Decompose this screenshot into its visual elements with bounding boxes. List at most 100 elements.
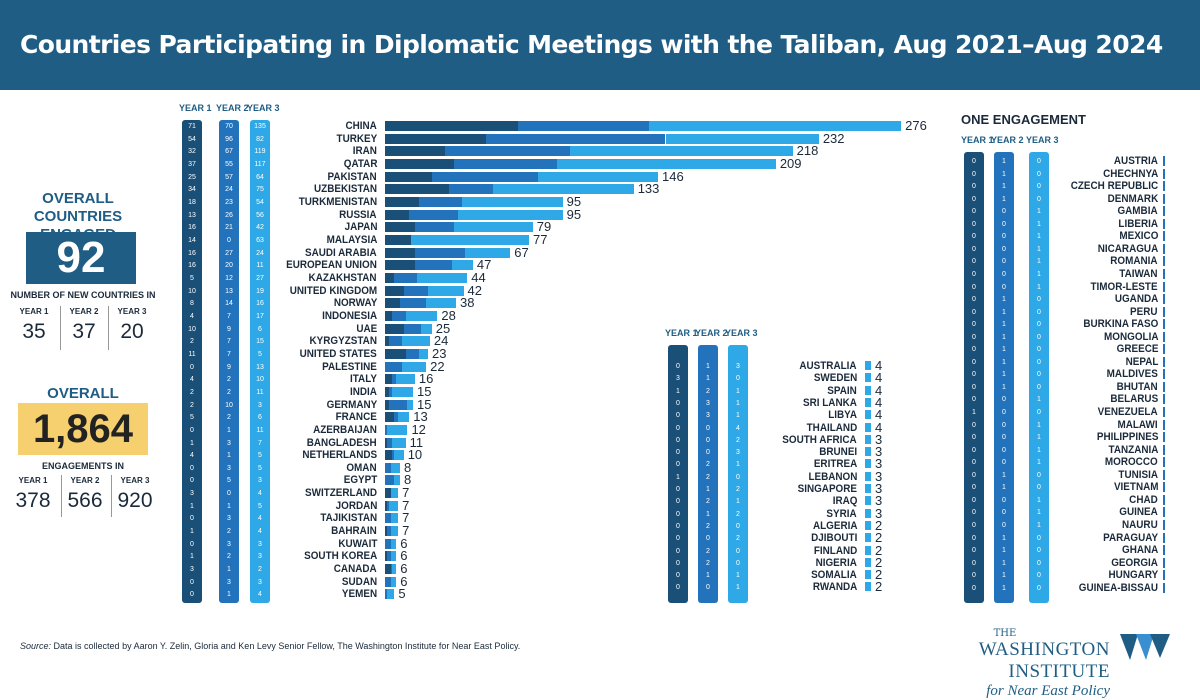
total-value: 3	[875, 431, 883, 447]
year1-value: 0	[972, 258, 976, 266]
country-label: GAMBIA	[1117, 205, 1158, 218]
bar-segment-year2	[399, 298, 427, 309]
year3-value: 2	[736, 486, 740, 493]
bar-segment-year1	[385, 222, 415, 233]
year1-value: 3	[190, 566, 194, 574]
year2-column-header: YEAR 2	[216, 103, 249, 113]
year2-value: 3	[706, 399, 710, 407]
country-label: SINGAPORE	[797, 483, 857, 495]
year2-value: 2	[706, 387, 710, 395]
bar-segment-year2	[390, 564, 393, 575]
year2-value: 1	[1002, 383, 1006, 391]
year1-value: 0	[972, 183, 976, 191]
bar-segment-year1	[385, 526, 387, 537]
year3-value: 3	[258, 578, 262, 586]
year2-value: 0	[1002, 446, 1006, 454]
total-value: 77	[532, 231, 548, 247]
year2-value: 0	[1002, 208, 1006, 216]
bar-marker	[1163, 570, 1165, 581]
year3-value: 6	[258, 325, 262, 333]
country-label: TANZANIA	[1108, 443, 1158, 456]
logo-the: THE	[993, 628, 1017, 639]
bar-segment-year3	[390, 513, 399, 524]
year3-value: 1	[1037, 421, 1041, 429]
year3-value: 1	[1037, 245, 1041, 253]
bar-segment-year3	[416, 272, 468, 283]
year2-value: 10	[225, 401, 233, 409]
country-label: UGANDA	[1114, 293, 1158, 306]
bar-marker	[1163, 557, 1165, 568]
country-label: JAPAN	[344, 221, 377, 234]
total-value: 24	[433, 333, 449, 349]
year1-value: 0	[972, 220, 976, 228]
country-label: PHILIPPINES	[1096, 431, 1158, 444]
one-engagement-title: ONE ENGAGEMENT	[961, 112, 1086, 127]
year2-value: 0	[1002, 220, 1006, 228]
total-value: 8	[403, 472, 412, 488]
year1-column	[964, 152, 984, 603]
country-label: SWEDEN	[813, 372, 857, 385]
country-label: CHECHNYA	[1102, 167, 1158, 180]
year1-value: 8	[190, 300, 194, 308]
year2-value: 2	[227, 528, 231, 536]
country-label: YEMEN	[341, 588, 377, 601]
country-label: FRANCE	[335, 411, 377, 424]
year1-value: 0	[972, 308, 976, 316]
year3-value: 1	[736, 461, 740, 469]
bar-segment-year2	[385, 513, 391, 524]
year1-value: 37	[188, 160, 196, 168]
year1-value: 4	[190, 312, 194, 320]
year1-value: 0	[972, 559, 976, 567]
year1-value: 4	[190, 452, 194, 460]
year3-value: 119	[254, 148, 266, 156]
year2-value: 0	[1002, 233, 1006, 241]
year2-value: 7	[227, 350, 231, 358]
bar-marker	[1163, 206, 1165, 217]
year2-value: 1	[1002, 572, 1006, 580]
total-value: 4	[875, 407, 883, 423]
year1-value: 3	[190, 490, 194, 498]
country-label: JORDAN	[335, 499, 377, 512]
year3-value: 1	[1037, 208, 1041, 216]
total-value: 11	[409, 434, 424, 450]
year3-value: 0	[736, 559, 740, 567]
bar-segment-year2	[403, 323, 421, 334]
year3-value: 1	[1037, 396, 1041, 404]
year2-value: 9	[227, 363, 231, 371]
country-label: TAJIKISTAN	[320, 512, 377, 525]
year3-value: 1	[1037, 220, 1041, 228]
year3-value: 82	[256, 135, 264, 143]
bar-marker	[865, 434, 871, 444]
divider	[111, 475, 112, 517]
bar-marker	[1163, 407, 1165, 417]
header-banner: Countries Participating in Diplomatic Me…	[0, 0, 1200, 90]
total-value: 95	[566, 206, 582, 222]
year1-value: 0	[972, 572, 976, 580]
year3-value: 10	[256, 376, 264, 384]
country-label: TURKEY	[336, 132, 377, 145]
year3-value: 0	[1037, 358, 1041, 366]
year1-value: 0	[972, 296, 976, 304]
year2-value: 1	[706, 572, 710, 580]
bar-segment-year1	[385, 272, 395, 283]
year2-value: 1	[227, 591, 231, 599]
total-value: 4	[875, 370, 883, 386]
year1-column-header: YEAR 1	[665, 328, 698, 338]
total-value: 4	[875, 382, 883, 398]
year3-value: 117	[254, 160, 266, 168]
bar-segment-year3	[392, 564, 397, 575]
year3-value: 13	[256, 363, 264, 371]
year3-value: 27	[256, 274, 264, 282]
country-label: PERU	[1130, 305, 1158, 318]
year2-value: 0	[1002, 509, 1006, 517]
year3-value: 0	[736, 375, 740, 383]
bar-segment-year3	[452, 260, 473, 271]
year3-value: 0	[1037, 572, 1041, 580]
year2-value: 1	[706, 510, 710, 518]
country-label: UAE	[356, 322, 377, 335]
bar-segment-year2	[385, 424, 387, 435]
year3-value: 4	[258, 490, 262, 498]
bar-segment-year1	[385, 386, 389, 397]
year2-value: 1	[1002, 321, 1006, 329]
bar-marker	[1163, 306, 1165, 317]
